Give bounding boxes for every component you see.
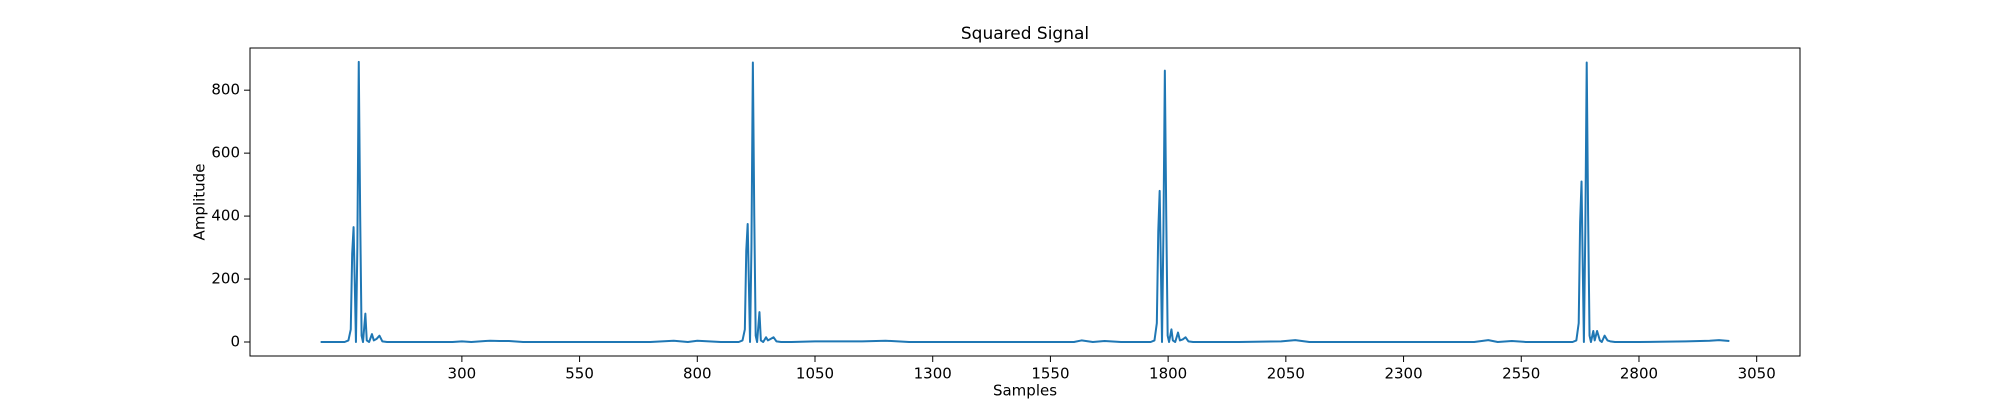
x-tick-label: 2800: [1620, 365, 1658, 383]
x-tick-label: 2550: [1502, 365, 1540, 383]
x-tick-label: 1300: [914, 365, 952, 383]
x-tick-label: 800: [683, 365, 712, 383]
y-axis-label: Amplitude: [191, 164, 209, 241]
y-tick-label: 800: [211, 81, 240, 99]
x-tick-label: 2300: [1384, 365, 1422, 383]
x-tick-label: 550: [565, 365, 594, 383]
x-tick-label: 1050: [796, 365, 834, 383]
y-tick-label: 400: [211, 207, 240, 225]
y-tick-label: 0: [230, 332, 240, 350]
chart-title: Squared Signal: [961, 24, 1089, 44]
y-tick-label: 200: [211, 270, 240, 288]
x-tick-label: 1800: [1149, 365, 1187, 383]
x-tick-label: 300: [448, 365, 477, 383]
signal-line: [320, 60, 1730, 343]
x-tick-label: 1550: [1031, 365, 1069, 383]
x-tick-label: 2050: [1267, 365, 1305, 383]
x-tick-label: 3050: [1738, 365, 1776, 383]
y-tick-label: 600: [211, 144, 240, 162]
plot-frame: [249, 47, 1801, 357]
x-axis-label: Samples: [993, 382, 1057, 400]
